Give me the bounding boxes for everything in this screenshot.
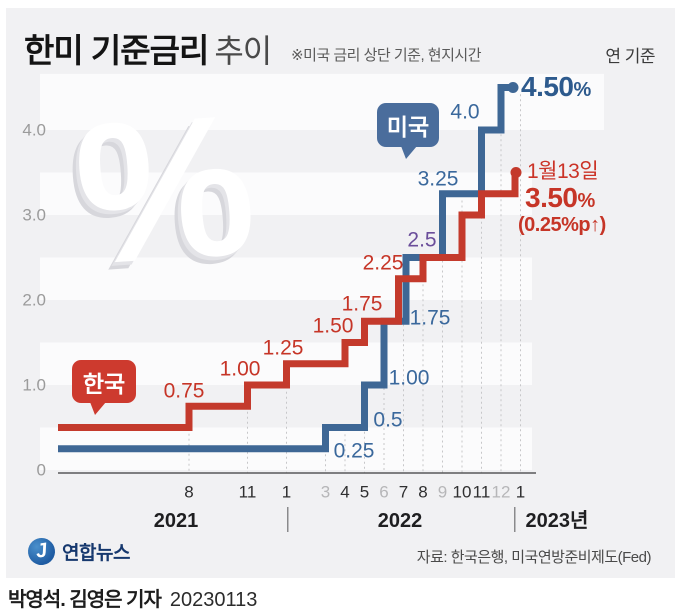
page-title: 한미 기준금리 추이 (24, 24, 272, 72)
year-label: 2023년 (526, 509, 589, 532)
rate-value-label: 0.75 (164, 380, 205, 403)
x-tick-label: 1 (516, 483, 525, 502)
x-tick-label: 12 (492, 483, 511, 502)
x-tick-label: 8 (418, 483, 427, 502)
us-final-rate-value: 4.50 (521, 71, 574, 102)
x-tick-label: 9 (438, 483, 447, 502)
x-tick-label: 11 (473, 483, 491, 502)
year-separator (287, 507, 289, 532)
series-end-dot-한국 (510, 167, 522, 178)
percent-watermark: % (65, 76, 258, 311)
rate-value-label: 0.5 (373, 409, 402, 432)
series-line-한국 (58, 172, 519, 431)
y-tick-label: 4.0 (22, 121, 46, 140)
rate-value-label: 0.25 (334, 440, 375, 463)
title-note: ※미국 금리 상단 기준, 현지시간 (291, 47, 482, 64)
korea-final-rate-value: 3.50 (525, 182, 578, 213)
y-tick-label: 3.0 (22, 206, 46, 225)
unit-note: 연 기준 (605, 47, 655, 66)
rate-value-label: 2.5 (407, 229, 436, 252)
data-source: 자료: 한국은행, 미국연방준비제도(Fed) (416, 549, 652, 566)
rate-value-label: 2.25 (363, 252, 404, 275)
percent-watermark: % (69, 73, 262, 308)
x-tick-label: 7 (399, 483, 408, 502)
x-tick-label: 10 (453, 483, 472, 502)
y-tick-label: 0 (37, 461, 46, 480)
rate-value-label: 1.75 (410, 307, 451, 330)
percent-watermark: % (62, 80, 255, 315)
korea-final-rate-callout: 3.50% (525, 184, 595, 212)
y-tick-label: 2.0 (22, 291, 46, 310)
us-series-bubble: 미국 (377, 103, 439, 159)
x-tick-label: 4 (340, 483, 349, 502)
byline: 박영석. 김영은 기자 20230113 (8, 583, 257, 612)
us-final-rate-unit: % (573, 79, 592, 101)
korea-series-bubble: 한국 (72, 360, 136, 415)
x-tick-label: 6 (379, 483, 388, 502)
year-label: 2021 (154, 510, 199, 532)
korea-change-date: 1월13일 (527, 160, 599, 183)
rate-value-label: 1.75 (342, 293, 383, 316)
korea-final-rate-unit: % (577, 190, 596, 212)
yonhap-logo: J 연합뉴스 (26, 536, 130, 567)
x-tick-label: 1 (282, 483, 291, 502)
y-tick-label: 1.0 (22, 376, 46, 395)
year-label: 2022 (378, 510, 423, 532)
korea-rate-change-note: (0.25%p↑) (518, 214, 606, 236)
x-tick-label: 11 (239, 483, 257, 502)
x-tick-label: 3 (321, 483, 330, 502)
x-tick-label: 5 (360, 483, 369, 502)
title-suffix: 추이 (214, 33, 272, 69)
series-line-미국 (58, 84, 513, 453)
yonhap-logo-text: 연합뉴스 (62, 543, 130, 564)
us-final-rate-callout: 4.50% (521, 73, 591, 101)
yonhap-logo-icon: J (26, 536, 57, 567)
byline-date: 20230113 (169, 589, 258, 611)
rate-value-label: 1.50 (313, 315, 354, 338)
rate-value-label: 3.25 (418, 168, 459, 191)
rate-value-label: 4.0 (450, 101, 479, 124)
byline-authors: 박영석. 김영은 기자 (8, 589, 162, 611)
korea-series-label: 한국 (82, 370, 126, 397)
rate-value-label: 1.00 (389, 367, 430, 390)
rate-value-label: 1.25 (263, 337, 304, 360)
series-end-dot-미국 (507, 82, 519, 93)
year-separator (514, 507, 516, 532)
title-main: 한미 기준금리 (24, 32, 209, 69)
rate-value-label: 1.00 (220, 358, 261, 381)
us-series-label: 미국 (386, 114, 430, 140)
x-tick-label: 8 (184, 483, 193, 502)
chart-band (40, 257, 532, 300)
